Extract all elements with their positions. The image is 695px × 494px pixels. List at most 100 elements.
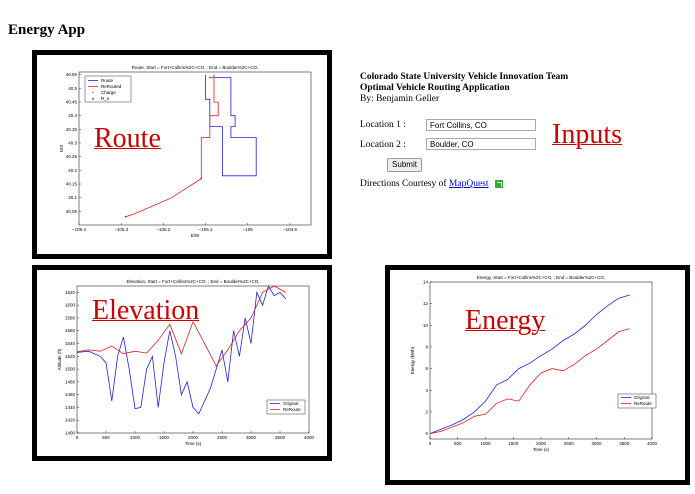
y-tick-label: 40.15 — [66, 182, 78, 187]
elevation-chart: Elevation, Start = Fort+Collins%2C+CO, ;… — [57, 279, 315, 446]
x-tick-label: 3500 — [275, 435, 286, 440]
y-tick-label: 14 — [423, 280, 429, 285]
app-title: Energy App — [8, 22, 86, 38]
y-tick-label: 1400 — [65, 431, 76, 436]
x-tick-label: 2500 — [217, 435, 228, 440]
y-tick-label: 40.2 — [68, 168, 77, 173]
y-tick-label: 1520 — [65, 354, 76, 359]
energy-chart-panel: Energy, Start = Fort+Collins%2C+CO, ; En… — [385, 265, 690, 485]
y-tick-label: 1600 — [65, 303, 76, 308]
y-tick-label: 40.35 — [66, 127, 78, 132]
y-tick-label: 1440 — [65, 405, 76, 410]
series-line-reroute — [76, 285, 286, 367]
y-tick-label: 40.3 — [68, 141, 77, 146]
x-tick-label: 0 — [429, 441, 432, 446]
plot-area — [429, 281, 653, 440]
charge-marker: + — [200, 176, 203, 181]
x-tick-label: −105.4 — [72, 227, 86, 232]
chart-title: Energy, Start = Fort+Collins%2C+CO, ; En… — [477, 275, 605, 280]
author: By: Benjamin Geller — [360, 94, 440, 104]
x-tick-label: 0 — [76, 435, 79, 440]
legend-swatch: + — [92, 90, 95, 95]
chart-title: Route, Start = Fort+Collins%2C+CO, ; End… — [132, 65, 258, 70]
x-tick-label: −105 — [243, 227, 254, 232]
x-tick-label: 3000 — [246, 435, 257, 440]
x-tick-label: 2000 — [188, 435, 199, 440]
y-tick-label: 40.55 — [66, 72, 78, 77]
charge-marker: + — [124, 214, 127, 219]
charge-marker: + — [208, 75, 211, 80]
legend-label: Route — [101, 78, 114, 83]
app-info: Colorado State University Vehicle Innova… — [360, 72, 568, 105]
legend-label: ReRouted — [101, 84, 122, 89]
y-tick-label: 1540 — [65, 341, 76, 346]
y-tick-label: 40.05 — [66, 209, 78, 214]
x-tick-label: 500 — [102, 435, 110, 440]
y-axis-label: Altitude (ft) — [57, 348, 62, 370]
legend-label: Original — [634, 395, 650, 400]
x-tick-label: 4000 — [304, 435, 315, 440]
x-axis-label: Time (s) — [185, 441, 202, 446]
x-tick-label: 1000 — [130, 435, 141, 440]
directions-credit: Directions Courtesy of MapQuest — [360, 179, 503, 189]
y-tick-label: 1420 — [65, 418, 76, 423]
submit-button[interactable]: Submit — [387, 158, 422, 172]
y-tick-label: 4 — [425, 388, 428, 393]
directions-prefix: Directions Courtesy of — [360, 179, 447, 189]
mapquest-link[interactable]: MapQuest — [448, 179, 489, 189]
y-tick-label: 2 — [425, 409, 428, 414]
y-tick-label: 40.1 — [68, 195, 77, 200]
inputs-label: Inputs — [552, 119, 622, 150]
x-tick-label: −105.1 — [199, 227, 213, 232]
location2-label: Location 2 : — [360, 140, 406, 150]
legend-label: ReRoute — [283, 407, 301, 412]
y-tick-label: 40.25 — [66, 154, 78, 159]
y-tick-label: 1500 — [65, 367, 76, 372]
x-tick-label: 1500 — [159, 435, 170, 440]
x-tick-label: 1000 — [480, 441, 491, 446]
legend-label: R_s — [101, 96, 110, 101]
elevation-chart-panel: Elevation, Start = Fort+Collins%2C+CO, ;… — [32, 265, 332, 461]
y-tick-label: 1620 — [65, 290, 76, 295]
energy-label: Energy — [465, 305, 546, 336]
legend-label: Charge — [101, 90, 116, 95]
y-tick-label: 1560 — [65, 328, 76, 333]
location2-input[interactable]: Boulder, CO — [426, 138, 536, 150]
x-tick-label: 500 — [454, 441, 462, 446]
y-tick-label: 0 — [425, 431, 428, 436]
team-name: Colorado State University Vehicle Innova… — [360, 72, 569, 82]
x-axis-label: E/W — [191, 233, 200, 238]
y-tick-label: 1480 — [65, 379, 76, 384]
x-tick-label: 1500 — [508, 441, 519, 446]
energy-chart: Energy, Start = Fort+Collins%2C+CO, ; En… — [410, 275, 658, 452]
x-tick-label: 2000 — [536, 441, 547, 446]
y-axis-label: Energy (kWh) — [410, 346, 415, 374]
x-tick-label: 3000 — [591, 441, 602, 446]
x-tick-label: −104.9 — [283, 227, 297, 232]
legend-label: ReRoute — [634, 401, 652, 406]
legend-label: Original — [283, 401, 299, 406]
external-link-icon[interactable] — [494, 179, 503, 188]
series-line-reroute — [429, 328, 630, 434]
legend-swatch: o — [92, 96, 95, 101]
y-tick-label: 40.5 — [68, 86, 77, 91]
y-tick-label: 1580 — [65, 315, 76, 320]
chart-title: Elevation, Start = Fort+Collins%2C+CO, ;… — [127, 279, 260, 284]
app-name: Optimal Vehicle Routing Application — [360, 83, 510, 93]
elevation-label: Elevation — [92, 295, 200, 326]
y-tick-label: 6 — [425, 366, 428, 371]
series-line-original — [429, 294, 630, 434]
y-tick-label: 40.45 — [66, 100, 78, 105]
y-tick-label: 12 — [423, 301, 429, 306]
x-tick-label: −105.3 — [114, 227, 128, 232]
x-tick-label: 2500 — [564, 441, 575, 446]
route-label: Route — [94, 123, 161, 154]
y-axis-label: N/S — [59, 145, 64, 153]
location1-input[interactable]: Fort Collins, CO — [426, 119, 536, 131]
x-tick-label: 4000 — [647, 441, 658, 446]
series-line-rerouted — [125, 77, 219, 218]
series-line-original — [76, 285, 287, 415]
x-tick-label: 3500 — [619, 441, 630, 446]
y-tick-label: 40.4 — [68, 113, 77, 118]
y-tick-label: 8 — [425, 344, 428, 349]
